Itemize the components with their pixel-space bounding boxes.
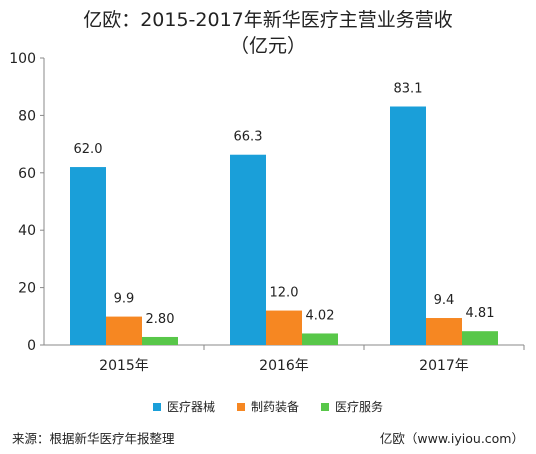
y-tick-label-5: 100 — [9, 51, 36, 67]
bar-1-0 — [106, 316, 142, 345]
data-label-2-1: 4.02 — [306, 308, 335, 323]
bar-0-1 — [230, 154, 266, 345]
legend-label-series-0: 医疗器械 — [166, 400, 215, 414]
legend-swatch-series-1 — [236, 402, 245, 411]
chart-data-labels: 62.0 9.9 2.80 66.3 12.0 4.02 83.1 9.4 4.81 — [74, 82, 495, 327]
chart-title: 亿欧：2015-2017年新华医疗主营业务营收 — [83, 9, 453, 31]
y-tick-label-3: 60 — [18, 166, 36, 182]
legend-label-series-1: 制药装备 — [250, 400, 299, 414]
y-tick-label-1: 20 — [18, 281, 36, 297]
bar-2-0 — [142, 336, 178, 345]
data-label-0-2: 83.1 — [394, 82, 423, 97]
bar-2-1 — [302, 333, 338, 345]
data-label-0-0: 62.0 — [74, 142, 103, 157]
legend-item-series-0: 医疗器械 — [152, 398, 215, 415]
bar-0-2 — [390, 106, 426, 346]
x-tick-label-0: 2015年 — [99, 358, 149, 374]
legend-swatch-series-0 — [152, 402, 161, 411]
data-label-2-2: 4.81 — [466, 306, 495, 321]
bar-2-2 — [462, 331, 498, 345]
data-label-2-0: 2.80 — [146, 312, 175, 327]
x-tick-label-2: 2017年 — [419, 358, 469, 374]
source-note: 来源：根据新华医疗年报整理 — [12, 431, 175, 446]
data-label-1-2: 9.4 — [434, 293, 455, 308]
y-tick-label-0: 0 — [27, 338, 36, 354]
data-label-0-1: 66.3 — [234, 130, 263, 145]
bar-0-0 — [70, 167, 106, 345]
y-tick-label-4: 80 — [18, 108, 36, 124]
legend-item-series-2: 医疗服务 — [321, 398, 383, 415]
credit-note: 亿欧（www.iyiou.com） — [379, 431, 524, 446]
x-tick-label-1: 2016年 — [259, 358, 309, 374]
y-tick-label-2: 40 — [18, 223, 36, 239]
chart-subtitle: （亿元） — [229, 35, 306, 57]
legend-swatch-series-2 — [321, 402, 329, 411]
data-label-1-1: 12.0 — [270, 286, 299, 301]
legend-item-series-1: 制药装备 — [236, 398, 299, 415]
legend-label-series-2: 医疗服务 — [335, 400, 384, 414]
bar-1-2 — [426, 318, 462, 345]
chart-legend: 医疗器械 制药装备 医疗服务 — [0, 398, 536, 415]
data-label-1-0: 9.9 — [114, 292, 135, 307]
chart-bars — [70, 106, 498, 346]
bar-1-1 — [266, 310, 302, 345]
